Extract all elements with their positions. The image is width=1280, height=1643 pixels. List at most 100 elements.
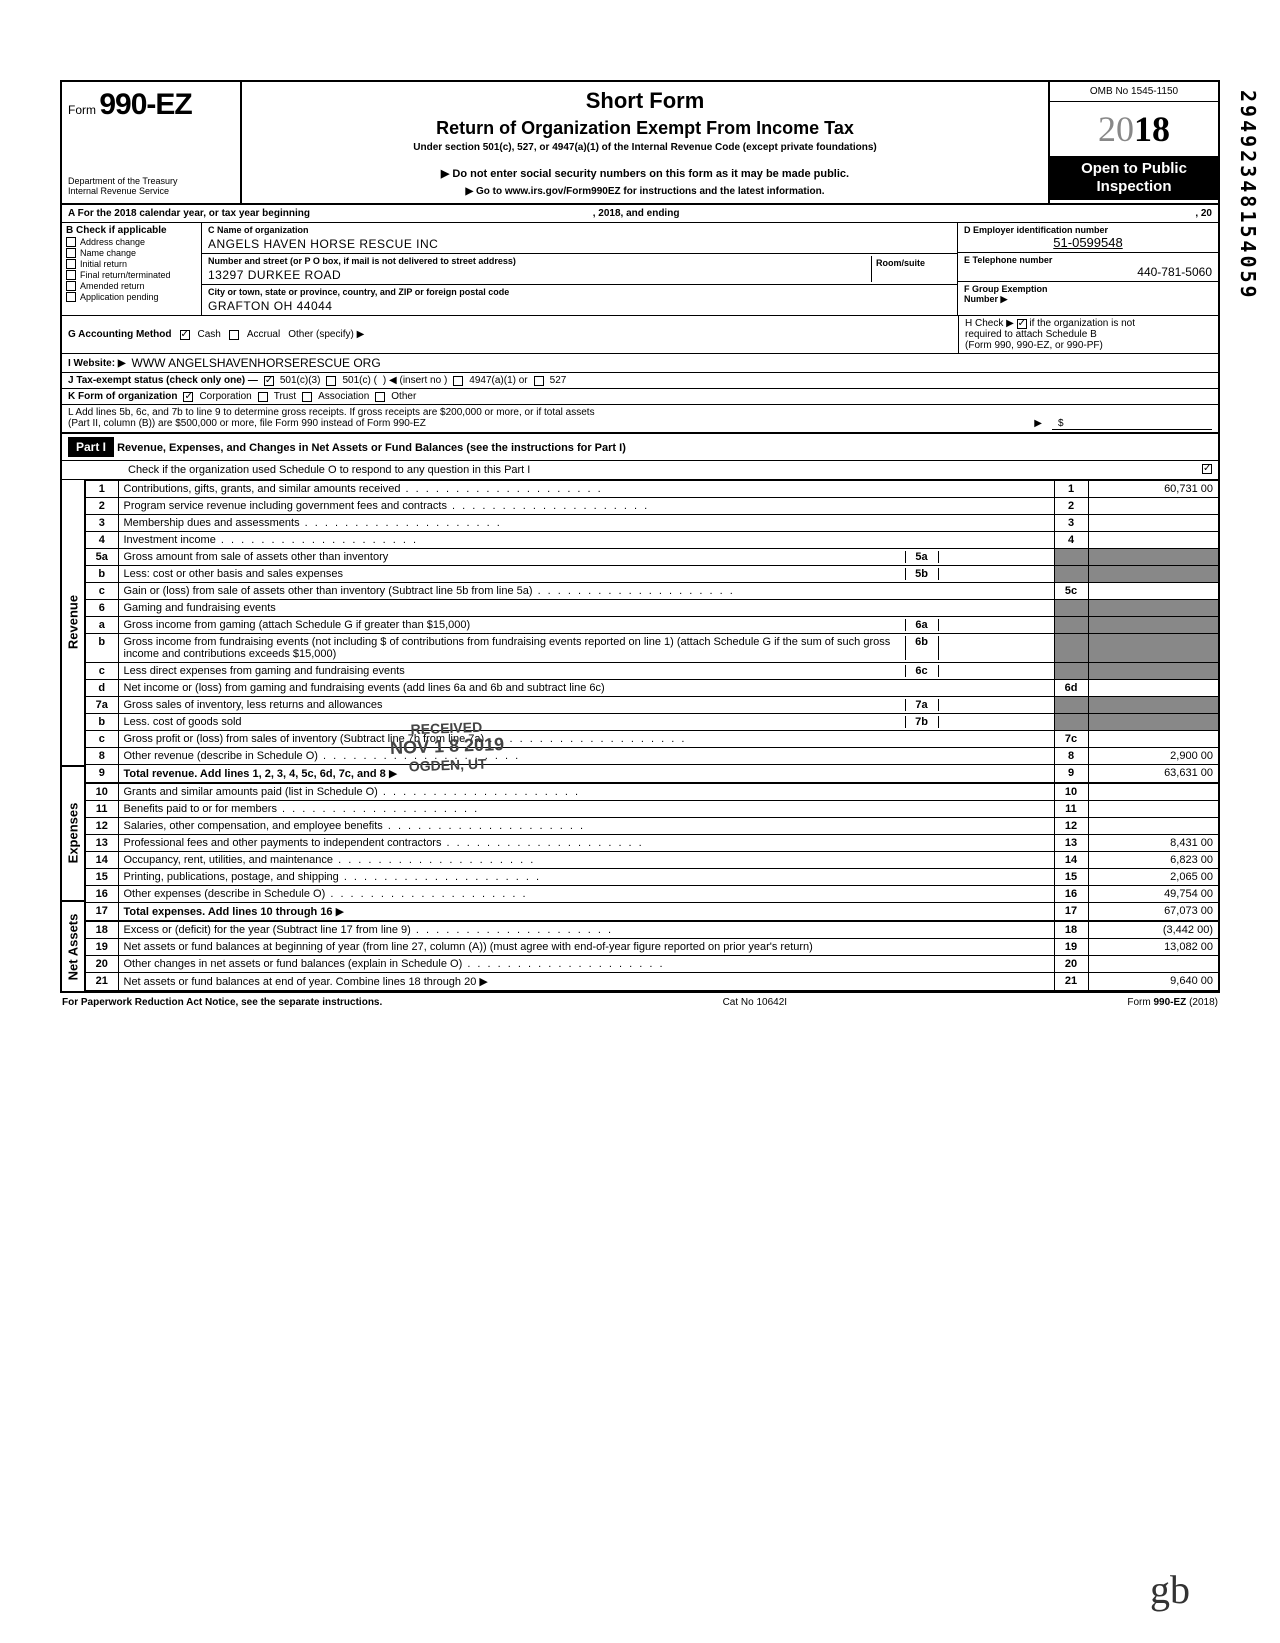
cb-name-change[interactable]: Name change [66, 248, 197, 258]
cb-label: Address change [80, 237, 145, 247]
line-5b: bLess: cost or other basis and sales exp… [86, 566, 1218, 583]
title-return: Return of Organization Exempt From Incom… [250, 118, 1040, 139]
signature-mark: gb [1150, 1566, 1190, 1613]
line-7a: 7aGross sales of inventory, less returns… [86, 697, 1218, 714]
side-labels: Revenue Expenses Net Assets [62, 480, 86, 991]
ein-label: D Employer identification number [964, 225, 1212, 235]
ssn-notice: ▶ Do not enter social security numbers o… [250, 167, 1040, 180]
line-17: 17Total expenses. Add lines 10 through 1… [86, 903, 1218, 922]
header-right: OMB No 1545-1150 2018 Open to Public Ins… [1048, 82, 1218, 203]
assoc-label: Association [318, 391, 369, 402]
room-label: Room/suite [876, 258, 925, 268]
group-row: F Group Exemption Number ▶ [958, 282, 1218, 315]
cb-final-return[interactable]: Final return/terminated [66, 270, 197, 280]
h-text2: if the organization is not [1029, 318, 1135, 329]
line-6b: bGross income from fundraising events (n… [86, 634, 1218, 663]
row-a-tax-year: A For the 2018 calendar year, or tax yea… [62, 205, 1218, 223]
open-line2: Inspection [1054, 178, 1214, 196]
part1-check-row: Check if the organization used Schedule … [62, 461, 1218, 480]
line-6d: dNet income or (loss) from gaming and fu… [86, 680, 1218, 697]
cb-address-change[interactable]: Address change [66, 237, 197, 247]
row-a-text2: , 2018, and ending [593, 208, 680, 219]
org-addr-row: Number and street (or P O box, if mail i… [202, 254, 957, 285]
line-8: 8Other revenue (describe in Schedule O)8… [86, 748, 1218, 765]
line-4: 4Investment income4 [86, 532, 1218, 549]
other-org-label: Other [391, 391, 416, 402]
cb-527[interactable] [534, 376, 544, 386]
footer-paperwork: For Paperwork Reduction Act Notice, see … [62, 997, 382, 1008]
row-h: H Check ▶ if the organization is not req… [958, 316, 1218, 353]
cb-501c[interactable] [326, 376, 336, 386]
cb-trust[interactable] [258, 392, 268, 402]
501c3-label: 501(c)(3) [280, 375, 321, 386]
line-6a: aGross income from gaming (attach Schedu… [86, 617, 1218, 634]
omb-number: OMB No 1545-1150 [1050, 82, 1218, 102]
row-g: G Accounting Method Cash Accrual Other (… [62, 316, 958, 353]
4947-label: 4947(a)(1) or [469, 375, 527, 386]
l-dollar: $ [1052, 418, 1212, 430]
part1-badge: Part I [68, 437, 114, 457]
open-to-public: Open to Public Inspection [1050, 156, 1218, 200]
l-line1: L Add lines 5b, 6c, and 7b to line 9 to … [68, 407, 1212, 418]
org-name-row: C Name of organization ANGELS HAVEN HORS… [202, 223, 957, 254]
line-6: 6Gaming and fundraising events [86, 600, 1218, 617]
row-i-website: I Website: ▶ WWW ANGELSHAVENHORSERESCUE … [62, 354, 1218, 373]
room-suite: Room/suite [871, 256, 951, 282]
501c-label: 501(c) ( [342, 375, 376, 386]
row-j-tax-status: J Tax-exempt status (check only one) — 5… [62, 373, 1218, 389]
header-title: Short Form Return of Organization Exempt… [242, 82, 1048, 203]
i-label: I Website: ▶ [68, 358, 126, 369]
line-7c: cGross profit or (loss) from sales of in… [86, 731, 1218, 748]
cb-pending[interactable]: Application pending [66, 292, 197, 302]
cb-4947[interactable] [453, 376, 463, 386]
cb-schedule-o[interactable] [1202, 464, 1212, 474]
cb-corp[interactable] [183, 392, 193, 402]
row-a-left: A For the 2018 calendar year, or tax yea… [62, 205, 1018, 222]
j-label: J Tax-exempt status (check only one) — [68, 375, 258, 386]
form-prefix: Form [68, 103, 96, 117]
cb-label: Initial return [80, 259, 127, 269]
page-footer: For Paperwork Reduction Act Notice, see … [60, 993, 1220, 1012]
line-15: 15Printing, publications, postage, and s… [86, 869, 1218, 886]
cb-amended[interactable]: Amended return [66, 281, 197, 291]
line-5c: cGain or (loss) from sale of assets othe… [86, 583, 1218, 600]
cb-schedule-b[interactable] [1017, 319, 1027, 329]
line-19: 19Net assets or fund balances at beginni… [86, 939, 1218, 956]
form-990ez: Form 990-EZ Department of the Treasury I… [60, 80, 1220, 993]
cb-assoc[interactable] [302, 392, 312, 402]
row-a-right: , 20 [1018, 205, 1218, 222]
addr-value: 13297 DURKEE ROAD [208, 266, 871, 282]
cb-accrual[interactable] [229, 330, 239, 340]
line-7b: bLess. cost of goods sold7b [86, 714, 1218, 731]
line-11: 11Benefits paid to or for members11 [86, 801, 1218, 818]
row-gh: G Accounting Method Cash Accrual Other (… [62, 316, 1218, 354]
cb-other-org[interactable] [375, 392, 385, 402]
city-value: GRAFTON OH 44044 [208, 297, 951, 313]
col-b-header: B Check if applicable [66, 225, 197, 236]
other-label: Other (specify) ▶ [288, 329, 364, 340]
footer-form: Form 990-EZ (2018) [1127, 997, 1218, 1008]
527-label: 527 [550, 375, 567, 386]
cb-label: Final return/terminated [80, 270, 171, 280]
addr-label: Number and street (or P O box, if mail i… [208, 256, 871, 266]
cb-cash[interactable] [180, 330, 190, 340]
part1-title: Revenue, Expenses, and Changes in Net As… [117, 442, 626, 454]
part1-check-text: Check if the organization used Schedule … [68, 464, 1202, 476]
phone-label: E Telephone number [964, 255, 1212, 265]
form-number-big: 990-EZ [99, 88, 191, 121]
cash-label: Cash [198, 329, 221, 340]
row-k-org-form: K Form of organization Corporation Trust… [62, 389, 1218, 405]
line-10: 10Grants and similar amounts paid (list … [86, 783, 1218, 801]
cb-501c3[interactable] [264, 376, 274, 386]
line-9: 9Total revenue. Add lines 1, 2, 3, 4, 5c… [86, 765, 1218, 784]
col-b-checkboxes: B Check if applicable Address change Nam… [62, 223, 202, 315]
line-12: 12Salaries, other compensation, and empl… [86, 818, 1218, 835]
cb-initial-return[interactable]: Initial return [66, 259, 197, 269]
header-left: Form 990-EZ Department of the Treasury I… [62, 82, 242, 203]
corp-label: Corporation [199, 391, 251, 402]
side-expenses: Expenses [66, 803, 81, 864]
dept-treasury: Department of the Treasury Internal Reve… [68, 177, 234, 197]
title-short-form: Short Form [250, 88, 1040, 114]
subtitle: Under section 501(c), 527, or 4947(a)(1)… [250, 142, 1040, 153]
col-c-org-info: C Name of organization ANGELS HAVEN HORS… [202, 223, 958, 315]
